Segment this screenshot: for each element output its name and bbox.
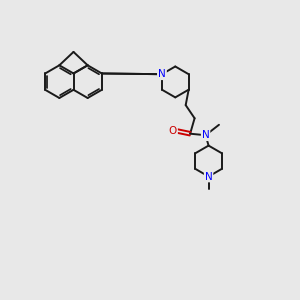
Text: O: O [169, 126, 177, 136]
Text: N: N [202, 130, 209, 140]
Text: N: N [158, 69, 166, 79]
Text: N: N [158, 69, 166, 79]
Text: N: N [205, 172, 212, 182]
